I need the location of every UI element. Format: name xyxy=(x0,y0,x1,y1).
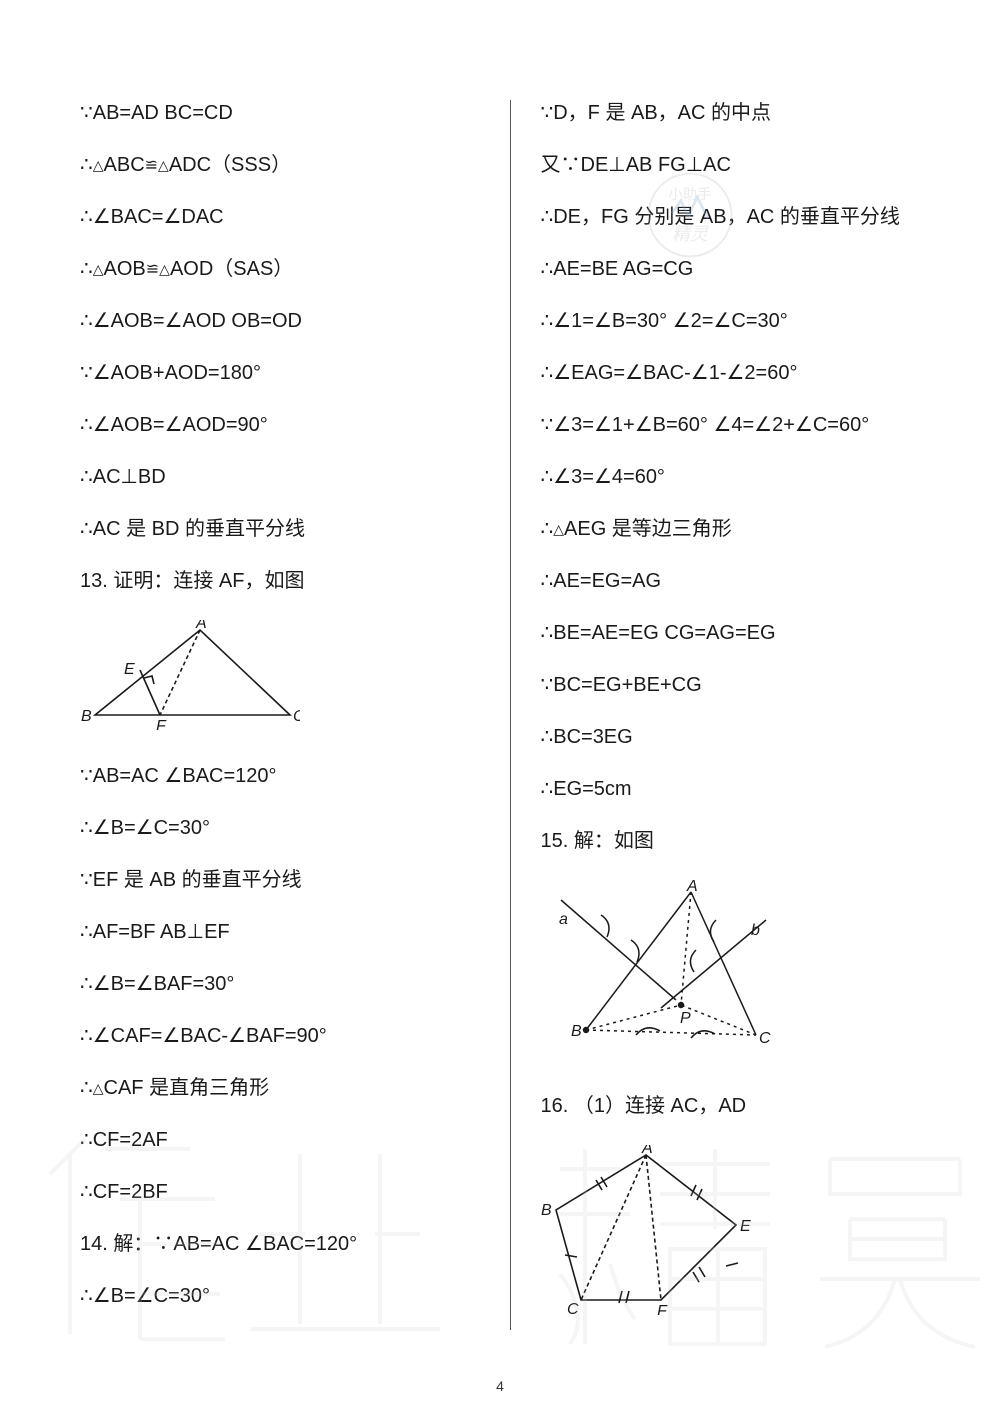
proof-line: ∴△AEG 是等边三角形 xyxy=(541,516,941,542)
proof-line: ∴∠1=∠B=30° ∠2=∠C=30° xyxy=(541,308,941,334)
proof-line: ∴AC⊥BD xyxy=(80,464,480,490)
proof-line: ∴∠AOB=∠AOD=90° xyxy=(80,412,480,438)
proof-line: ∴AE=BE AG=CG xyxy=(541,256,941,282)
svg-text:A: A xyxy=(686,880,698,895)
proof-line: ∴AF=BF AB⊥EF xyxy=(80,919,480,945)
proof-line: ∴△AOB≌△AOD（SAS） xyxy=(80,256,480,282)
column-right: ∵D，F 是 AB，AC 的中点又∵DE⊥AB FG⊥AC ∴DE，FG 分别是 … xyxy=(510,100,941,1330)
fig13-diagram: A B C E F xyxy=(80,620,480,737)
svg-text:B: B xyxy=(541,1202,552,1219)
svg-text:F: F xyxy=(657,1303,668,1315)
svg-text:C: C xyxy=(293,708,300,725)
svg-text:B: B xyxy=(571,1023,582,1040)
svg-text:E: E xyxy=(124,661,135,678)
proof-line: ∴CF=2AF xyxy=(80,1127,480,1153)
page-number: 4 xyxy=(0,1378,1000,1394)
proof-line: 15. 解：如图 xyxy=(541,828,941,854)
proof-line: ∴∠3=∠4=60° xyxy=(541,464,941,490)
proof-line: ∴BC=3EG xyxy=(541,724,941,750)
proof-line: ∴△CAF 是直角三角形 xyxy=(80,1075,480,1101)
proof-line: ∴∠AOB=∠AOD OB=OD xyxy=(80,308,480,334)
proof-line: ∵∠AOB+AOD=180° xyxy=(80,360,480,386)
proof-line: ∴EG=5cm xyxy=(541,776,941,802)
proof-line: ∴DE，FG 分别是 AB，AC 的垂直平分线 xyxy=(541,204,941,230)
svg-text:b: b xyxy=(751,922,760,939)
proof-line: ∴∠B=∠BAF=30° xyxy=(80,971,480,997)
fig16-diagram: A B E C F xyxy=(541,1145,941,1322)
proof-line: ∴BE=AE=EG CG=AG=EG xyxy=(541,620,941,646)
svg-text:P: P xyxy=(680,1010,691,1027)
svg-text:E: E xyxy=(740,1218,751,1235)
proof-line: ∴AC 是 BD 的垂直平分线 xyxy=(80,516,480,542)
svg-text:A: A xyxy=(195,620,207,632)
proof-line: ∴AE=EG=AG xyxy=(541,568,941,594)
column-left: ∵AB=AD BC=CD ∴△ABC≌△ADC（SSS） ∴∠BAC=∠DAC ∴△A… xyxy=(80,100,510,1330)
svg-text:C: C xyxy=(567,1301,579,1315)
proof-line: 14. 解：∵AB=AC ∠BAC=120° xyxy=(80,1231,480,1257)
fig15-diagram: A B C P a b xyxy=(541,880,941,1067)
proof-line: 13. 证明：连接 AF，如图 xyxy=(80,568,480,594)
proof-line: ∵EF 是 AB 的垂直平分线 xyxy=(80,867,480,893)
proof-line: 16. （1）连接 AC，AD xyxy=(541,1093,941,1119)
svg-text:A: A xyxy=(641,1145,653,1157)
proof-line: ∴△ABC≌△ADC（SSS） xyxy=(80,152,480,178)
proof-line: 又∵DE⊥AB FG⊥AC xyxy=(541,152,941,178)
proof-line: ∵∠3=∠1+∠B=60° ∠4=∠2+∠C=60° xyxy=(541,412,941,438)
proof-line: ∴∠BAC=∠DAC xyxy=(80,204,480,230)
proof-line: ∴∠B=∠C=30° xyxy=(80,1283,480,1309)
proof-line: ∵AB=AC ∠BAC=120° xyxy=(80,763,480,789)
proof-line: ∴∠CAF=∠BAC-∠BAF=90° xyxy=(80,1023,480,1049)
proof-line: ∴∠B=∠C=30° xyxy=(80,815,480,841)
svg-text:C: C xyxy=(759,1030,771,1047)
proof-line: ∴∠EAG=∠BAC-∠1-∠2=60° xyxy=(541,360,941,386)
svg-text:F: F xyxy=(156,718,167,730)
proof-line: ∴CF=2BF xyxy=(80,1179,480,1205)
proof-line: ∵D，F 是 AB，AC 的中点 xyxy=(541,100,941,126)
proof-line: ∵AB=AD BC=CD xyxy=(80,100,480,126)
svg-text:B: B xyxy=(81,708,92,725)
svg-text:a: a xyxy=(559,911,568,928)
proof-line: ∵BC=EG+BE+CG xyxy=(541,672,941,698)
